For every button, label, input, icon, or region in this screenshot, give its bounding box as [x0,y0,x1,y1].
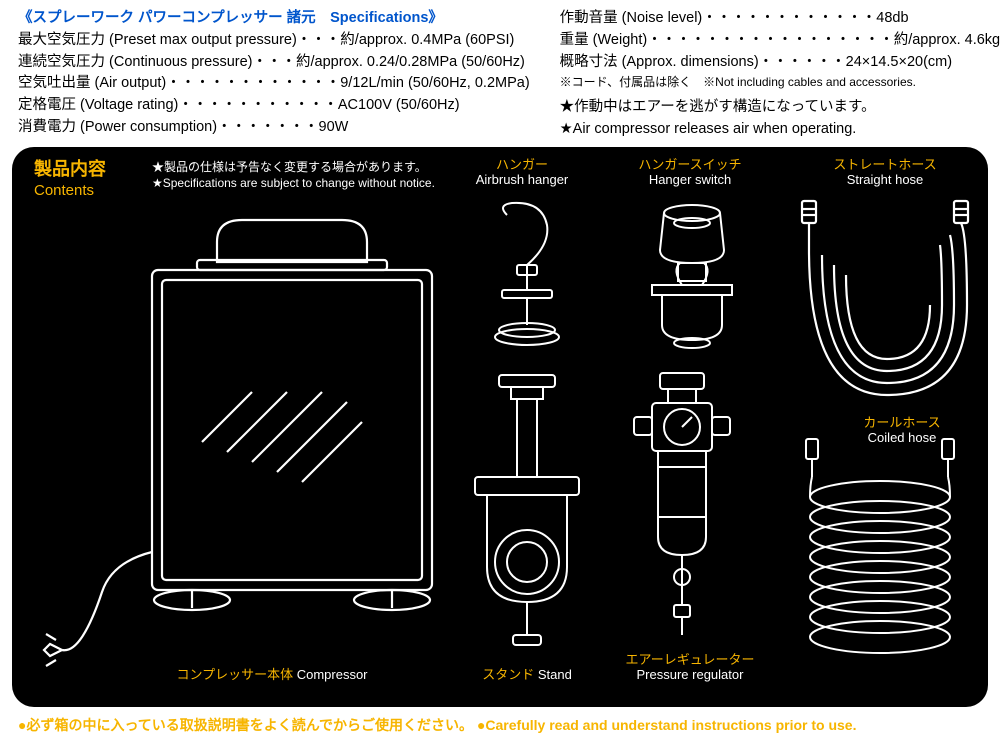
notice-en: ★Specifications are subject to change wi… [152,176,435,190]
straight-hose-icon [792,195,982,425]
label-compressor: コンプレッサー本体 Compressor [152,667,392,683]
coiled-hose-icon [782,437,982,687]
contents-header-jp: 製品内容 [34,159,106,179]
spec-line: 作動音量 (Noise level)・・・・・・・・・・・・48db [560,8,1000,30]
label-straight-hose: ストレートホース Straight hose [810,157,960,188]
spec-line: 連続空気圧力 (Continuous pressure)・・・約/approx.… [18,52,530,74]
contents-header-en: Contents [34,182,94,199]
specs-right-column: 作動音量 (Noise level)・・・・・・・・・・・・48db 重量 (W… [560,8,1000,141]
label-hanger-switch: ハンガースイッチ Hanger switch [620,157,760,188]
spec-line: 概略寸法 (Approx. dimensions)・・・・・・24×14.5×2… [560,52,1000,74]
footer-en: ●Carefully read and understand instructi… [477,717,857,733]
spec-note: ※コード、付属品は除く ※Not including cables and ac… [560,73,1000,91]
spec-line: 消費電力 (Power consumption)・・・・・・・90W [18,117,530,139]
notice-jp: ★製品の仕様は予告なく変更する場合があります。 [152,160,427,174]
contents-panel: 製品内容 Contents ★製品の仕様は予告なく変更する場合があります。 ★S… [12,147,988,707]
footer-jp: ●必ず箱の中に入っている取扱説明書をよく読んでからご使用ください。 [18,717,473,733]
contents-header: 製品内容 Contents [34,159,106,200]
contents-notice: ★製品の仕様は予告なく変更する場合があります。 ★Specifications … [152,159,435,191]
specifications-section: 《スプレーワーク パワーコンプレッサー 諸元 Specifications》 最… [0,0,1000,147]
compressor-icon [42,202,462,672]
spec-line: 空気吐出量 (Air output)・・・・・・・・・・・・9/12L/min … [18,73,530,95]
spec-line: 定格電圧 (Voltage rating)・・・・・・・・・・・AC100V (… [18,95,530,117]
spec-line: 最大空気圧力 (Preset max output pressure)・・・約/… [18,30,530,52]
hanger-icon [472,195,582,355]
spec-note: ★Air compressor releases air when operat… [560,119,1000,141]
hanger-switch-icon [632,195,752,365]
footer-bar: ●必ず箱の中に入っている取扱説明書をよく読んでからご使用ください。 ●Caref… [0,713,1000,737]
regulator-icon [612,367,752,667]
spec-note: ★作動中はエアーを逃がす構造になっています。 [560,97,1000,119]
specs-title: 《スプレーワーク パワーコンプレッサー 諸元 Specifications》 [18,8,530,30]
stand-icon [457,367,597,667]
spec-line: 重量 (Weight)・・・・・・・・・・・・・・・・・約/approx. 4.… [560,30,1000,52]
label-hanger: ハンガー Airbrush hanger [452,157,592,188]
specs-left-column: 《スプレーワーク パワーコンプレッサー 諸元 Specifications》 最… [18,8,530,141]
label-stand: スタンド Stand [457,667,597,683]
label-regulator: エアーレギュレーター Pressure regulator [610,652,770,683]
